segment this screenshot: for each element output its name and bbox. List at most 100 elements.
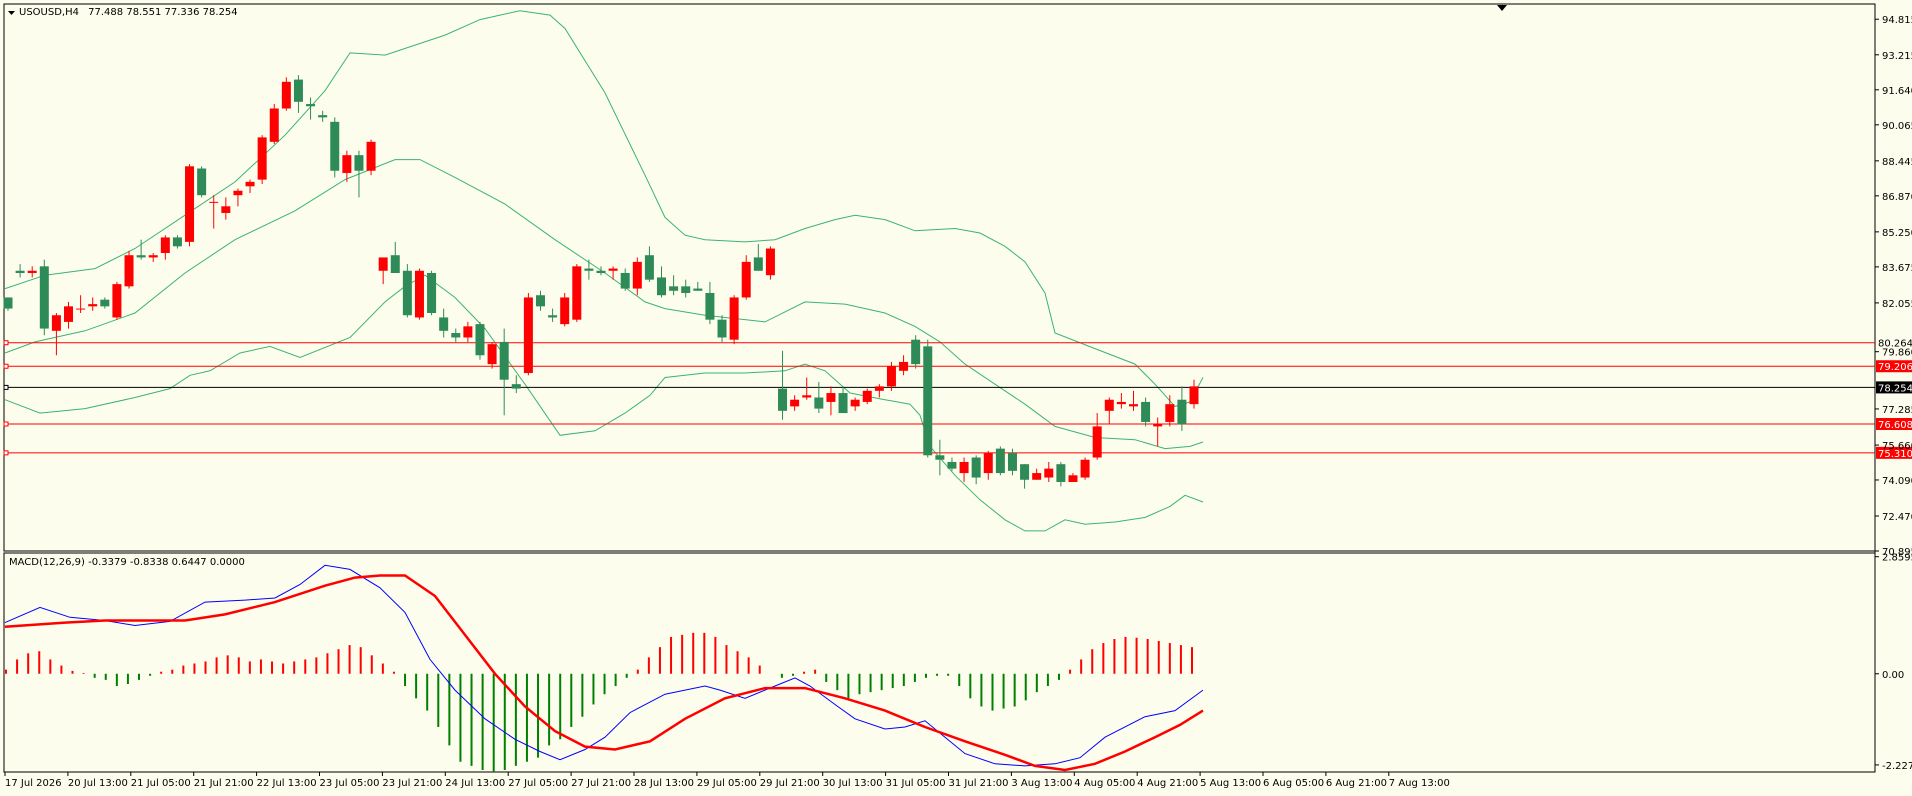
dropdown-triangle-icon[interactable] [8,11,15,15]
candle[interactable] [209,195,219,229]
candle[interactable] [1177,386,1187,431]
candle[interactable] [221,197,231,220]
candle[interactable] [790,395,800,411]
candle[interactable] [15,264,25,278]
candle[interactable] [947,457,957,471]
candle[interactable] [233,188,243,207]
candle[interactable] [838,386,848,414]
candle[interactable] [76,295,86,314]
candle[interactable] [390,241,400,273]
candle[interactable] [451,328,461,342]
candle[interactable] [560,293,570,327]
candle[interactable] [1092,413,1102,460]
candle[interactable] [185,164,195,247]
candle[interactable] [511,375,521,394]
candle[interactable] [632,257,642,296]
candle[interactable] [765,246,775,280]
candle[interactable] [366,139,376,176]
candle[interactable] [427,270,437,316]
candle[interactable] [1056,461,1066,487]
candle[interactable] [874,384,884,398]
candle[interactable] [197,166,207,198]
candle[interactable] [402,264,412,318]
candle[interactable] [669,275,679,296]
candle[interactable] [959,457,969,482]
candle[interactable] [983,450,993,480]
candle[interactable] [1080,457,1090,480]
candle[interactable] [850,397,860,411]
candle[interactable] [318,110,328,122]
candle[interactable] [124,250,134,289]
candle[interactable] [281,77,291,111]
candle[interactable] [1189,379,1199,409]
candle[interactable] [487,341,497,369]
candle[interactable] [414,268,424,320]
candle[interactable] [753,244,763,271]
candle[interactable] [39,259,49,336]
candle[interactable] [172,235,182,249]
candle[interactable] [1128,390,1138,411]
level-handle[interactable] [3,363,9,369]
candle[interactable] [354,150,364,198]
candle[interactable] [499,328,509,416]
candle[interactable] [88,297,98,311]
candle[interactable] [293,75,303,113]
candle[interactable] [306,97,316,120]
candle[interactable] [1020,464,1030,489]
candle[interactable] [608,266,618,280]
candle[interactable] [717,315,727,342]
candle[interactable] [463,321,473,342]
candle[interactable] [100,297,110,309]
candle[interactable] [64,301,74,329]
candle[interactable] [1153,417,1163,447]
candle[interactable] [620,268,630,291]
candle[interactable] [923,339,933,458]
candle[interactable] [1141,397,1151,427]
candle[interactable] [535,290,545,311]
candle[interactable] [971,455,981,485]
candle[interactable] [1165,395,1175,427]
candle[interactable] [1007,448,1017,476]
candle[interactable] [644,246,654,282]
candle[interactable] [112,281,122,320]
candle[interactable] [741,255,751,300]
candle[interactable] [378,257,388,285]
candle[interactable] [330,117,340,178]
candle[interactable] [475,321,485,360]
candle[interactable] [439,308,449,338]
candle[interactable] [1068,473,1078,482]
candle[interactable] [935,439,945,476]
level-handle[interactable] [3,340,9,346]
candle[interactable] [995,446,1005,476]
level-handle[interactable] [3,384,9,390]
candle[interactable] [1032,468,1042,480]
candle[interactable] [826,386,836,416]
candle[interactable] [584,259,594,280]
candle[interactable] [3,297,13,311]
candle[interactable] [899,355,909,376]
candle[interactable] [51,313,61,356]
candle[interactable] [148,252,158,262]
candle[interactable] [1104,397,1114,425]
candle[interactable] [269,104,279,145]
candle[interactable] [27,266,37,278]
candle[interactable] [814,381,824,414]
shift-marker-icon[interactable] [1497,5,1507,11]
candle[interactable] [1044,461,1054,482]
level-handle[interactable] [3,421,9,427]
candle[interactable] [862,388,872,405]
candle[interactable] [657,266,667,298]
candle[interactable] [548,308,558,322]
candle[interactable] [572,264,582,322]
candle[interactable] [802,377,812,400]
candle[interactable] [136,239,146,260]
level-handle[interactable] [3,450,9,456]
candle[interactable] [245,179,255,193]
candle[interactable] [729,295,739,345]
candle[interactable] [257,135,267,185]
candle[interactable] [160,235,170,260]
candle[interactable] [693,281,703,291]
candle[interactable] [681,279,691,298]
candle[interactable] [705,281,715,325]
